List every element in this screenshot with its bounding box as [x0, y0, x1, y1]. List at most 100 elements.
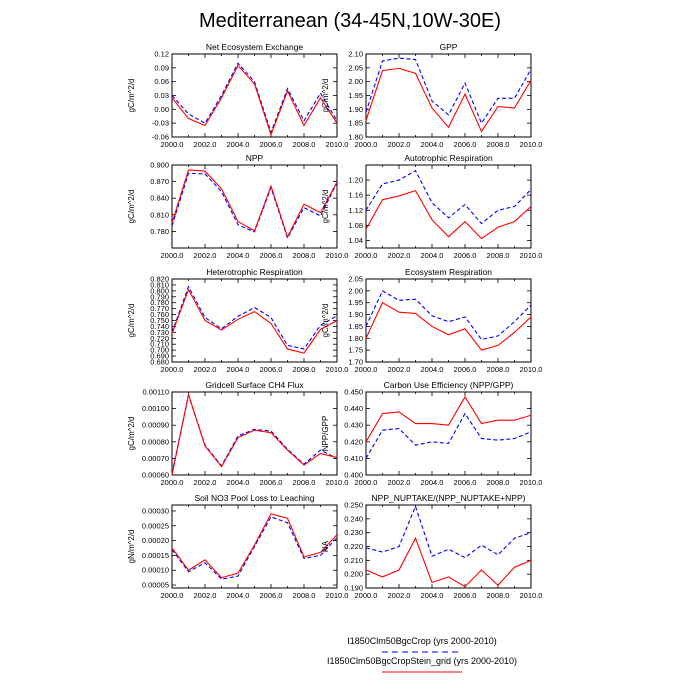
y-tick-label: 0.400: [344, 471, 363, 480]
y-tick-label: 0.430: [344, 421, 363, 430]
y-tick-label: 0.710: [150, 340, 169, 349]
y-tick-label: 1.95: [348, 298, 363, 307]
x-tick-label: 2010.0: [520, 478, 543, 487]
y-tick-label: 0.780: [150, 298, 169, 307]
legend-label-1: I1850Clm50BgcCrop (yrs 2000-2010): [347, 636, 497, 646]
series-line-2: [171, 392, 338, 476]
y-tick-label: 0.730: [150, 328, 169, 337]
x-tick-label: 2004.0: [421, 591, 444, 600]
y-tick-label: 0.09: [154, 63, 169, 72]
x-tick-label: 2010.0: [326, 140, 349, 149]
x-tick-label: 2002.0: [388, 365, 411, 374]
x-tick-label: 2006.0: [454, 140, 477, 149]
series-line-2: [365, 67, 532, 133]
chart-panel-10: NPP_NUPTAKE/(NPP_NUPTAKE+NPP) NA 0.190 0.20…: [321, 493, 542, 600]
y-tick-label: 0.680: [150, 358, 169, 367]
y-tick-label: 0.420: [344, 437, 363, 446]
x-tick-label: 2008.0: [487, 365, 510, 374]
y-axis-label: gC/m^2/d: [127, 417, 136, 451]
y-tick-label: 0.00025: [142, 521, 169, 530]
plot-frame: [171, 164, 338, 249]
y-tick-label: 0.240: [344, 514, 363, 523]
x-tick-label: 2000.0: [355, 140, 378, 149]
chart-panel-1: Net Ecosystem Exchange gC/m^2/d -0.06 -0.03…: [127, 42, 348, 149]
y-tick-label: 1.85: [348, 119, 363, 128]
y-tick-label: 0.00080: [142, 437, 169, 446]
y-tick-label: 0.230: [344, 528, 363, 537]
x-tick-label: 2000.0: [355, 365, 378, 374]
x-tick-label: 2000.0: [161, 251, 184, 260]
y-tick-label: 0.00005: [142, 581, 169, 590]
y-axis-label: gN/m^2/d: [127, 530, 136, 564]
y-tick-label: 0.06: [154, 77, 169, 86]
series-line-1: [365, 169, 532, 225]
plot-frame: [365, 391, 532, 476]
series-line-1: [171, 393, 338, 474]
series-line-1: [365, 504, 532, 559]
chart-panel-5: Heterotrophic RespirationgC/m^2/d0.6800.…: [127, 267, 348, 374]
y-tick-label: 0.00100: [142, 404, 169, 413]
panels: Net Ecosystem Exchange gC/m^2/d -0.06 -0.03…: [127, 42, 542, 600]
x-tick-label: 2000.0: [355, 478, 378, 487]
y-tick-label: 0.820: [150, 275, 169, 284]
chart-panel-9: Soil NO3 Pool Loss to Leaching gN/m^2/d 0.…: [127, 493, 348, 600]
x-tick-label: 2002.0: [388, 251, 411, 260]
chart-panel-8: Carbon Use Efficiency (NPP/GPP) NPP/GPP 0.…: [321, 380, 542, 487]
y-tick-label: 1.90: [348, 105, 363, 114]
y-axis-label: gC/m^2/d: [321, 190, 330, 224]
x-tick-label: 2008.0: [293, 140, 316, 149]
y-tick-label: 0.800: [150, 286, 169, 295]
x-tick-label: 2002.0: [388, 140, 411, 149]
y-tick-label: 1.12: [348, 206, 363, 215]
x-tick-label: 2002.0: [388, 591, 411, 600]
y-axis-label: NPP/GPP: [321, 416, 330, 452]
y-tick-label: 0.900: [150, 161, 169, 170]
panel-title: Autotrophic Respiration: [404, 153, 493, 163]
y-tick-label: -0.06: [152, 133, 169, 142]
y-tick-label: 0.740: [150, 322, 169, 331]
x-tick-label: 2004.0: [227, 251, 250, 260]
y-tick-label: 1.95: [348, 91, 363, 100]
y-tick-label: 0.00020: [142, 536, 169, 545]
series-line-1: [365, 412, 532, 459]
x-tick-label: 2010.0: [326, 251, 349, 260]
x-tick-label: 2000.0: [161, 365, 184, 374]
x-tick-label: 2000.0: [355, 251, 378, 260]
y-tick-label: 2.10: [348, 50, 363, 59]
x-tick-label: 2006.0: [454, 591, 477, 600]
panel-title: NPP_NUPTAKE/(NPP_NUPTAKE+NPP): [372, 493, 526, 503]
x-tick-label: 2006.0: [260, 140, 283, 149]
x-tick-label: 2000.0: [161, 140, 184, 149]
y-tick-label: 0.00015: [142, 551, 169, 560]
x-tick-label: 2004.0: [421, 140, 444, 149]
x-tick-label: 2000.0: [355, 591, 378, 600]
y-tick-label: 0.00060: [142, 471, 169, 480]
y-tick-label: 0.790: [150, 292, 169, 301]
x-tick-label: 2006.0: [454, 251, 477, 260]
x-tick-label: 2002.0: [388, 478, 411, 487]
panel-title: Heterotrophic Respiration: [206, 267, 303, 277]
x-tick-label: 2006.0: [454, 478, 477, 487]
y-tick-label: 1.20: [348, 176, 363, 185]
x-tick-label: 2010.0: [520, 365, 543, 374]
y-axis-label: gC/m^2/d: [127, 304, 136, 338]
x-tick-label: 2006.0: [260, 591, 283, 600]
plot-frame: [171, 278, 338, 363]
y-tick-label: 1.16: [348, 191, 363, 200]
panel-title: Ecosystem Respiration: [405, 267, 492, 277]
x-tick-label: 2004.0: [227, 365, 250, 374]
x-tick-label: 2002.0: [194, 591, 217, 600]
y-tick-label: 0.690: [150, 352, 169, 361]
x-tick-label: 2008.0: [293, 591, 316, 600]
x-tick-label: 2010.0: [520, 251, 543, 260]
x-tick-label: 2004.0: [227, 591, 250, 600]
y-tick-label: 2.00: [348, 286, 363, 295]
panel-title: Gridcell Surface CH4 Flux: [205, 380, 304, 390]
x-tick-label: 2008.0: [487, 140, 510, 149]
y-axis-label: gC/m^2/d: [127, 79, 136, 113]
x-tick-label: 2006.0: [260, 251, 283, 260]
x-tick-label: 2006.0: [260, 365, 283, 374]
x-tick-label: 2002.0: [194, 251, 217, 260]
y-tick-label: 0.810: [150, 210, 169, 219]
x-tick-label: 2008.0: [293, 478, 316, 487]
